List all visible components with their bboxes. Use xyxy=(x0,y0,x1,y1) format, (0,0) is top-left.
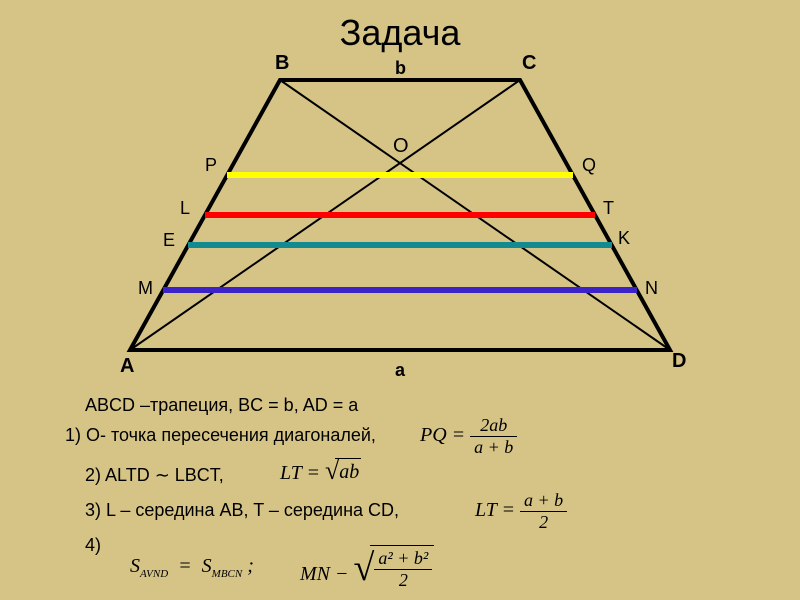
caption-0: ABCD –трапеция, BC = b, AD = a xyxy=(85,395,358,416)
formula-LT2-lhs: LT = xyxy=(280,462,320,484)
formula-PQ-num: 2ab xyxy=(470,415,517,437)
label-b: b xyxy=(395,58,406,79)
caption-3: 3) L – середина AB, T – середина CD, xyxy=(85,500,399,521)
formula-S-2: S xyxy=(202,555,212,577)
formula-LT3-num: a + b xyxy=(520,490,567,512)
formula-PQ-den: a + b xyxy=(470,437,517,458)
label-M: M xyxy=(138,278,153,299)
formula-LT2: LT = √ ab xyxy=(280,458,361,485)
label-A: A xyxy=(120,355,134,378)
label-L: L xyxy=(180,198,190,219)
caption-4: 4) xyxy=(85,535,101,556)
label-C: C xyxy=(522,52,536,75)
formula-PQ-lhs: PQ = xyxy=(420,424,465,446)
label-D: D xyxy=(672,350,686,373)
formula-MN: MN − √ a² + b² 2 xyxy=(300,545,434,591)
label-T: T xyxy=(603,198,614,219)
formula-LT3: LT = a + b 2 xyxy=(475,490,567,533)
formula-S: SAVND = SMBCN ; xyxy=(130,555,254,580)
formula-LT2-rad: ab xyxy=(335,458,361,484)
label-O: O xyxy=(393,135,409,158)
label-K: K xyxy=(618,228,630,249)
formula-LT3-lhs: LT = xyxy=(475,499,515,521)
formula-S-sub1: AVND xyxy=(140,568,168,580)
formula-S-sub2: MBCN xyxy=(212,568,243,580)
caption-1: 1) O- точка пересечения диагоналей, xyxy=(65,425,376,446)
label-P: P xyxy=(205,155,217,176)
formula-MN-den: 2 xyxy=(374,570,432,591)
formula-MN-num: a² + b² xyxy=(374,548,432,570)
caption-2: 2) ALTD ∼ LBCT, xyxy=(85,465,224,486)
formula-PQ: PQ = 2ab a + b xyxy=(420,415,517,458)
formula-LT3-den: 2 xyxy=(520,512,567,533)
label-Q: Q xyxy=(582,155,596,176)
label-B: B xyxy=(275,52,289,75)
formula-S-1: S xyxy=(130,555,140,577)
formula-MN-lhs: MN − xyxy=(300,563,349,585)
label-a: a xyxy=(395,360,405,381)
label-E: E xyxy=(163,230,175,251)
label-N: N xyxy=(645,278,658,299)
